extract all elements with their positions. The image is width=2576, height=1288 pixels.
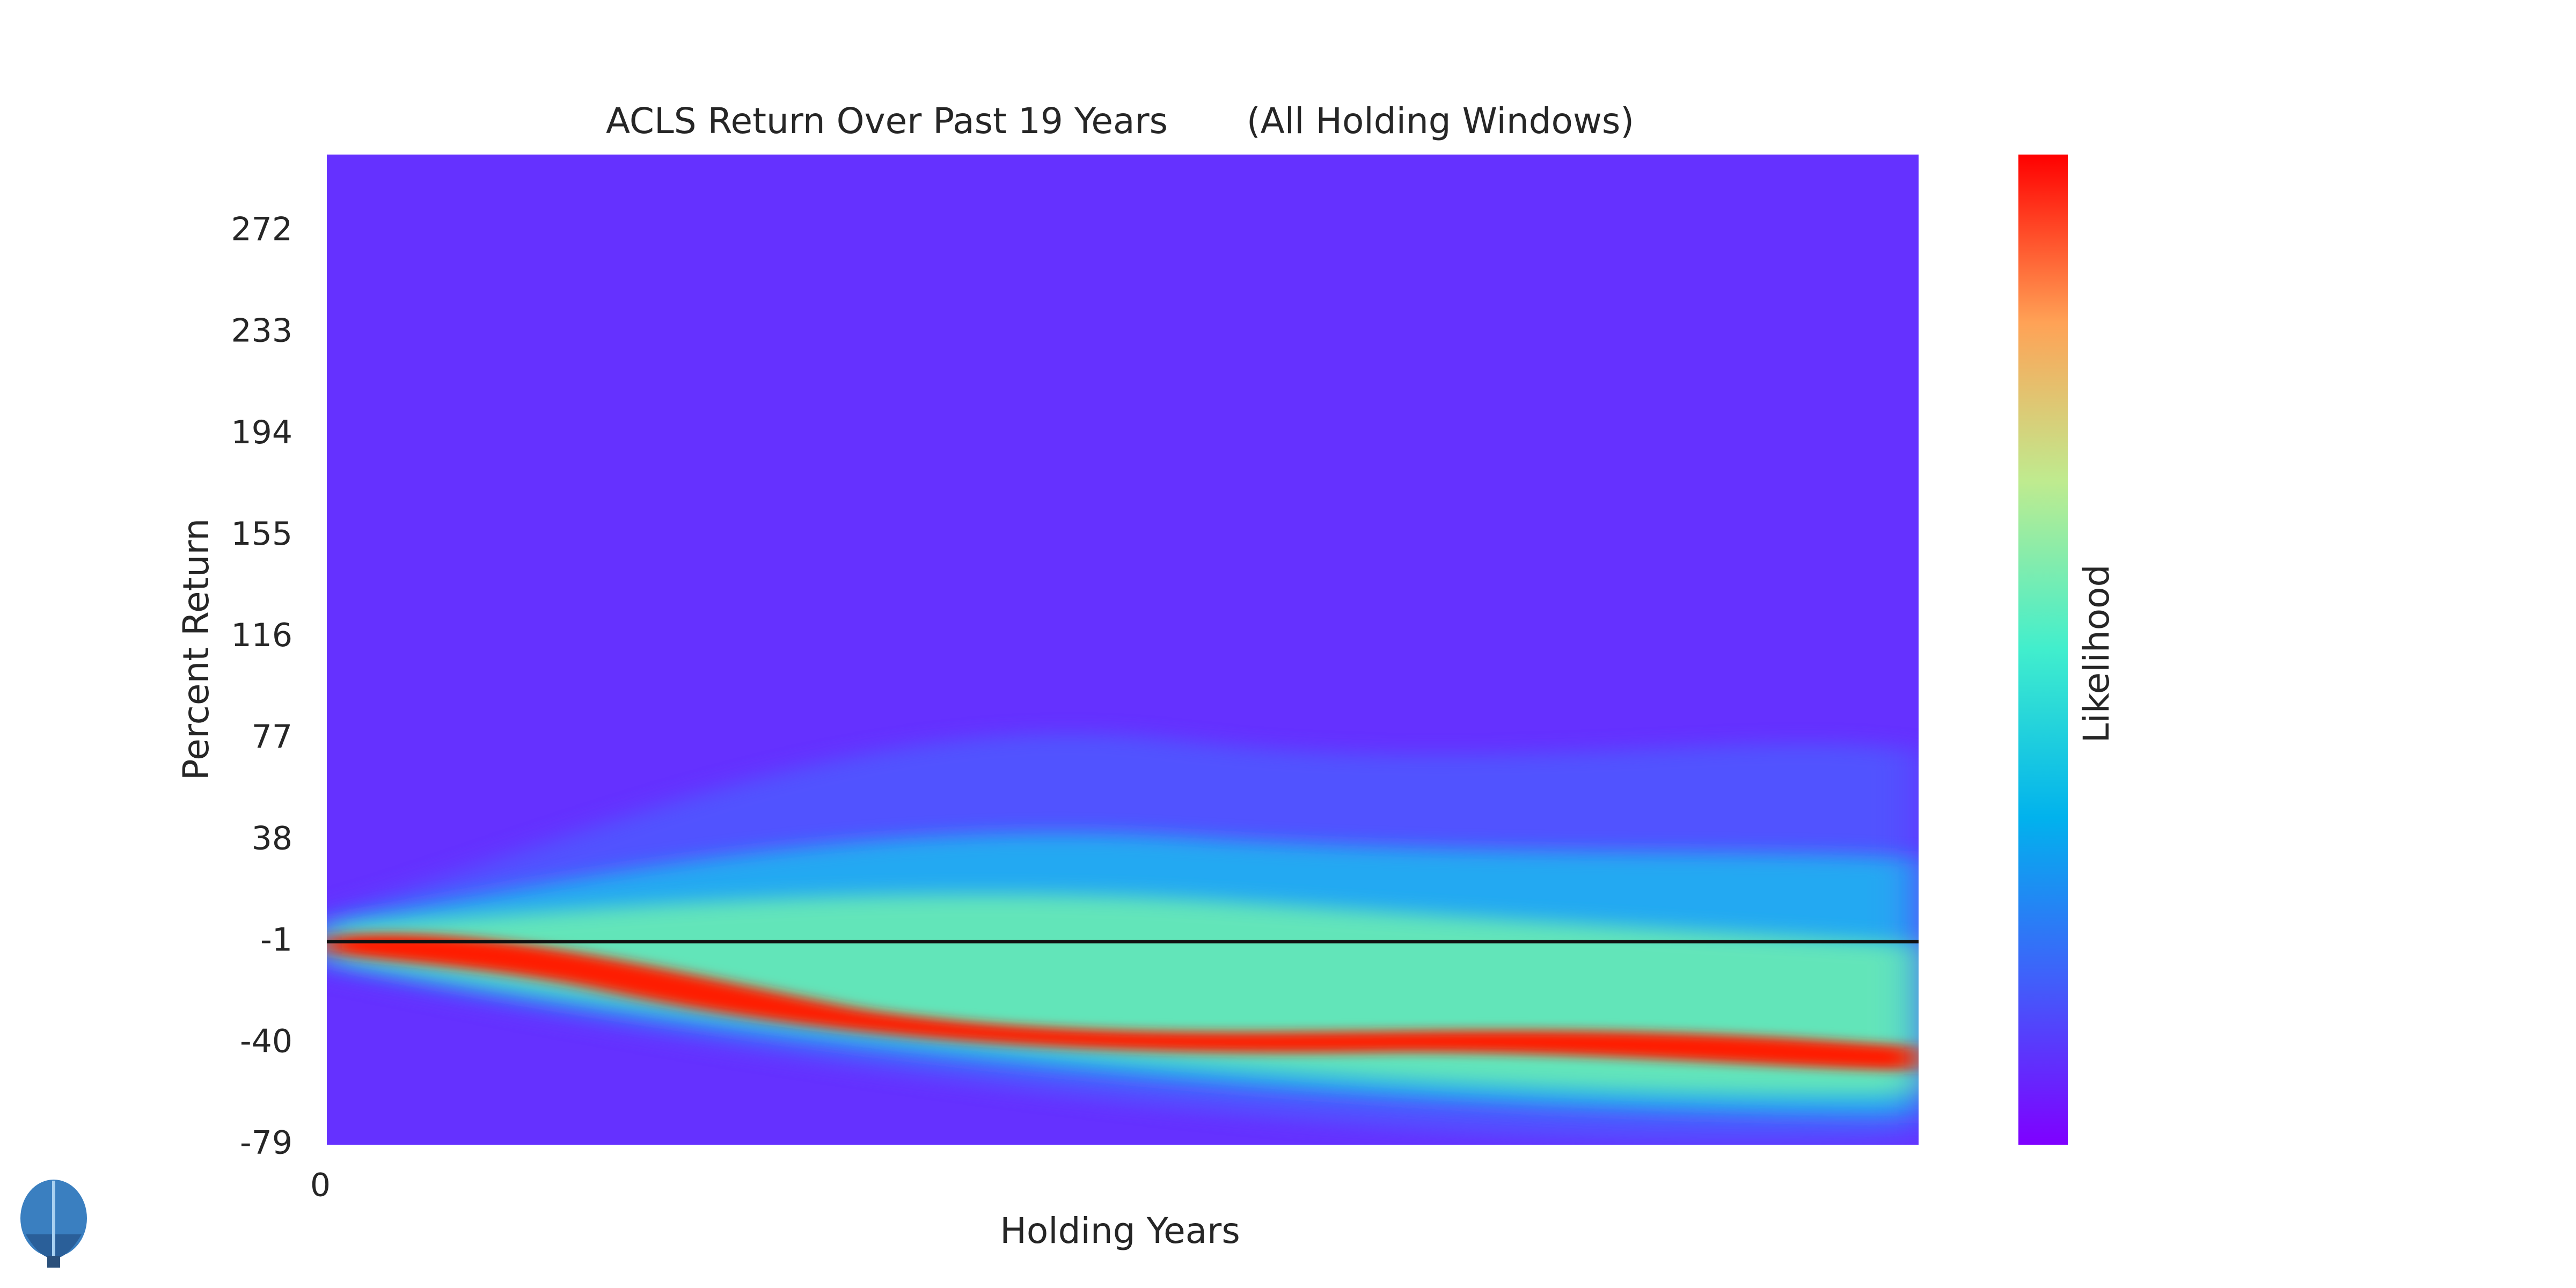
y-tick-label: 233 bbox=[231, 312, 292, 350]
y-tick-label: 272 bbox=[231, 211, 292, 248]
y-axis-label: Percent Return bbox=[175, 518, 217, 780]
chart-title: ACLS Return Over Past 19 Years (All Hold… bbox=[606, 100, 1634, 142]
y-tick-label: -1 bbox=[260, 921, 292, 958]
x-axis-label: Holding Years bbox=[1000, 1210, 1240, 1252]
y-tick-label: 155 bbox=[231, 515, 292, 553]
y-tick-label: 77 bbox=[252, 718, 292, 756]
y-tick-label: -79 bbox=[240, 1124, 292, 1162]
y-tick-label: 116 bbox=[231, 617, 292, 654]
logo bbox=[20, 1180, 87, 1268]
y-tick-label: 194 bbox=[231, 414, 292, 451]
y-tick-label: -40 bbox=[240, 1022, 292, 1060]
heatmap bbox=[327, 155, 1919, 1145]
colorbar bbox=[2018, 155, 2068, 1145]
x-tick-label: 0 bbox=[310, 1167, 331, 1204]
colorbar-label: Likelihood bbox=[2076, 565, 2117, 743]
y-tick-label: 38 bbox=[252, 819, 292, 857]
